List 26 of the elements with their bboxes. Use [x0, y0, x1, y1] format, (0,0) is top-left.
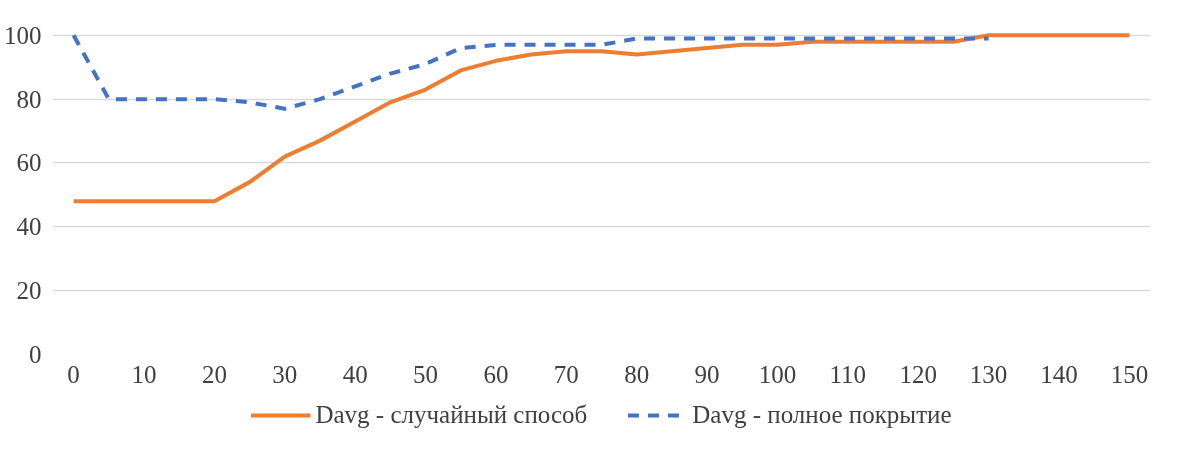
y-tick-label: 20 [16, 277, 42, 305]
x-tick-label: 20 [201, 360, 227, 388]
y-tick-label: 0 [29, 341, 42, 368]
x-tick-label: 30 [272, 360, 298, 388]
x-tick-label: 0 [67, 360, 80, 388]
x-tick-label: 140 [1040, 360, 1078, 388]
y-tick-label: 100 [4, 21, 42, 49]
x-tick-label: 50 [413, 360, 439, 388]
line-series [71, 33, 1132, 204]
x-tick-label: 130 [969, 360, 1008, 388]
x-tick-label: 80 [624, 360, 650, 388]
x-tick-label: 90 [694, 360, 720, 388]
x-tick-label: 150 [1110, 360, 1149, 388]
y-tick-label: 60 [16, 149, 42, 177]
x-tick-label: 10 [131, 360, 157, 388]
x-tick-label: 60 [483, 360, 509, 388]
y-tick-label: 40 [16, 213, 42, 241]
x-tick-label: 120 [899, 360, 937, 388]
x-tick-label: 40 [342, 360, 368, 388]
line-series [71, 33, 991, 111]
x-tick-label: 100 [758, 360, 797, 388]
legend-label: Davg - полное покрытие [692, 401, 952, 429]
legend-label: Davg - случайный способ [315, 401, 588, 429]
x-tick-label: 110 [829, 360, 867, 388]
x-tick-label: 70 [553, 360, 579, 388]
y-tick-label: 80 [16, 85, 42, 113]
